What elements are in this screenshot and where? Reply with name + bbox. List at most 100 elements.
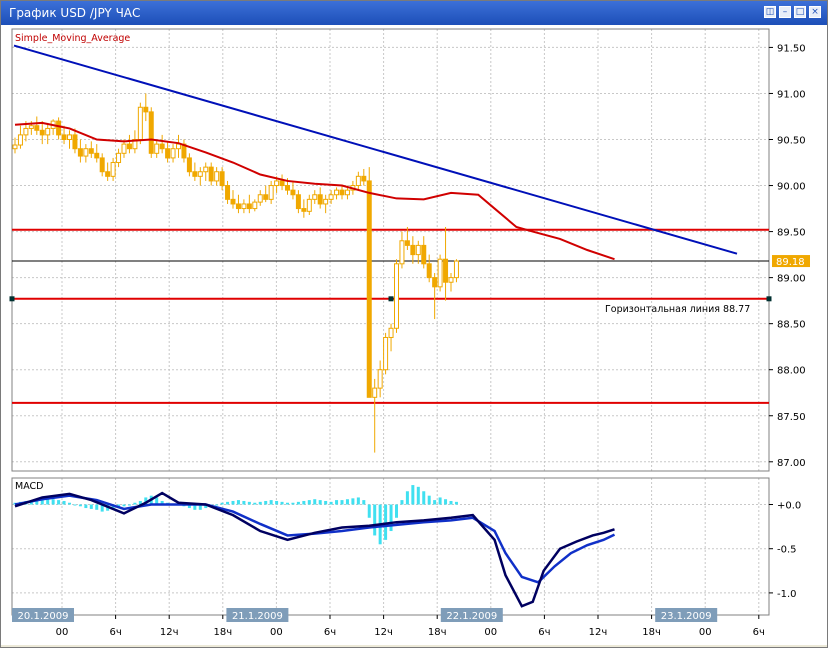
candle-body bbox=[67, 134, 72, 141]
histogram-bar bbox=[362, 500, 366, 505]
candle-body bbox=[170, 148, 176, 159]
chart-canvas[interactable]: 91.50 91.00 90.50 90.00 89.50 89.00 88.50 88.00… bbox=[1, 25, 827, 645]
date-label-box bbox=[655, 608, 718, 622]
histogram-bar bbox=[29, 500, 33, 505]
time-tick-label: 12ч bbox=[589, 627, 608, 638]
histogram-bar bbox=[236, 500, 240, 505]
selection-handle[interactable] bbox=[388, 296, 394, 302]
histogram-bar bbox=[449, 500, 453, 505]
current-price-box bbox=[772, 255, 810, 268]
histogram-bar bbox=[345, 499, 349, 505]
candle-body bbox=[23, 127, 29, 136]
candle-body bbox=[83, 148, 89, 157]
time-tick-label: 00 bbox=[56, 627, 69, 638]
candle-body bbox=[56, 120, 62, 136]
candle-body bbox=[214, 171, 220, 182]
candle-body bbox=[241, 203, 247, 210]
minimize-button[interactable]: – bbox=[779, 6, 791, 18]
horizontal-lines bbox=[9, 228, 772, 404]
price-grid bbox=[12, 29, 769, 471]
histogram-bar bbox=[389, 504, 393, 532]
window-title: График USD /JPY ЧАС bbox=[9, 6, 141, 20]
macd-grid bbox=[12, 478, 769, 615]
candle-body bbox=[410, 244, 416, 256]
histogram-bar bbox=[122, 504, 126, 507]
date-label-box bbox=[12, 608, 74, 622]
macd-tick-label: +0.0 bbox=[777, 501, 801, 512]
candle-body bbox=[17, 134, 23, 146]
candle-body bbox=[263, 194, 269, 200]
candle-body bbox=[225, 185, 231, 200]
candle-body bbox=[295, 194, 301, 210]
candle-body bbox=[257, 194, 263, 203]
candle-body bbox=[159, 143, 165, 150]
histogram-bar bbox=[68, 502, 71, 505]
candle-body bbox=[208, 166, 214, 182]
histogram-bar bbox=[427, 495, 431, 505]
candle-body bbox=[334, 189, 340, 196]
histogram-bar bbox=[291, 502, 295, 505]
histogram-bar bbox=[313, 499, 317, 505]
candle-body bbox=[290, 189, 296, 196]
candle-body bbox=[377, 369, 383, 389]
histogram-bar bbox=[324, 500, 328, 505]
title-bar[interactable]: График USD /JPY ЧАС ◫ – □ × bbox=[1, 1, 827, 25]
histogram-bar bbox=[100, 504, 104, 512]
candle-body bbox=[148, 111, 154, 154]
close-button[interactable]: × bbox=[809, 6, 821, 18]
time-tick-label: 18ч bbox=[642, 627, 661, 638]
candle-body bbox=[12, 144, 18, 150]
time-tick-label: 18ч bbox=[428, 627, 447, 638]
candle-body bbox=[28, 125, 34, 129]
macd-tick-label: -1.0 bbox=[777, 589, 797, 600]
selection-handle[interactable] bbox=[9, 296, 15, 302]
candle-body bbox=[219, 171, 225, 187]
candle-body bbox=[88, 148, 94, 154]
time-tick-label: 00 bbox=[699, 627, 712, 638]
candle-body bbox=[312, 194, 318, 200]
time-tick-label: 6ч bbox=[753, 627, 765, 638]
histogram-bar bbox=[220, 502, 224, 505]
horizontal-line-label: Горизонтальная линия 88.77 bbox=[605, 304, 750, 315]
histogram-bar bbox=[405, 491, 409, 505]
candle-body bbox=[432, 277, 438, 288]
candle-body bbox=[437, 258, 443, 288]
histogram-bar bbox=[356, 497, 360, 505]
candle-body bbox=[323, 198, 329, 205]
histogram-bar bbox=[411, 485, 415, 505]
restore-button[interactable]: ◫ bbox=[764, 6, 776, 18]
candle-body bbox=[45, 127, 51, 136]
histogram-bar bbox=[280, 501, 284, 505]
histogram-bar bbox=[351, 498, 355, 505]
date-label: 21.1.2009 bbox=[232, 611, 283, 622]
histogram-bar bbox=[307, 500, 311, 505]
candle-body bbox=[165, 148, 171, 159]
histogram-bar bbox=[57, 500, 61, 505]
histogram-bar bbox=[329, 501, 333, 505]
macd-signal-line bbox=[14, 494, 616, 584]
candle-body bbox=[105, 171, 111, 177]
candle-body bbox=[132, 139, 138, 150]
selection-handle[interactable] bbox=[766, 296, 772, 302]
candle-body bbox=[110, 162, 116, 177]
window-buttons: ◫ – □ × bbox=[764, 6, 821, 18]
trendline[interactable] bbox=[13, 44, 738, 255]
macd-tick-label: -0.5 bbox=[777, 545, 797, 556]
candle-body bbox=[355, 175, 361, 187]
macd-label: MACD bbox=[15, 481, 43, 492]
maximize-button[interactable]: □ bbox=[794, 6, 806, 18]
candle-body bbox=[344, 189, 350, 196]
candle-body bbox=[72, 134, 78, 150]
time-tick-label: 6ч bbox=[109, 627, 121, 638]
histogram-bar bbox=[95, 504, 99, 510]
candle-body bbox=[154, 143, 160, 154]
macd-main-line bbox=[14, 491, 615, 608]
histogram-bar bbox=[296, 501, 300, 505]
histogram-bar bbox=[155, 497, 159, 505]
candle-body bbox=[317, 194, 323, 205]
histogram-bar bbox=[35, 500, 39, 505]
histogram-bar bbox=[40, 500, 44, 505]
histogram-bar bbox=[215, 504, 219, 506]
histogram-bar bbox=[204, 504, 208, 509]
